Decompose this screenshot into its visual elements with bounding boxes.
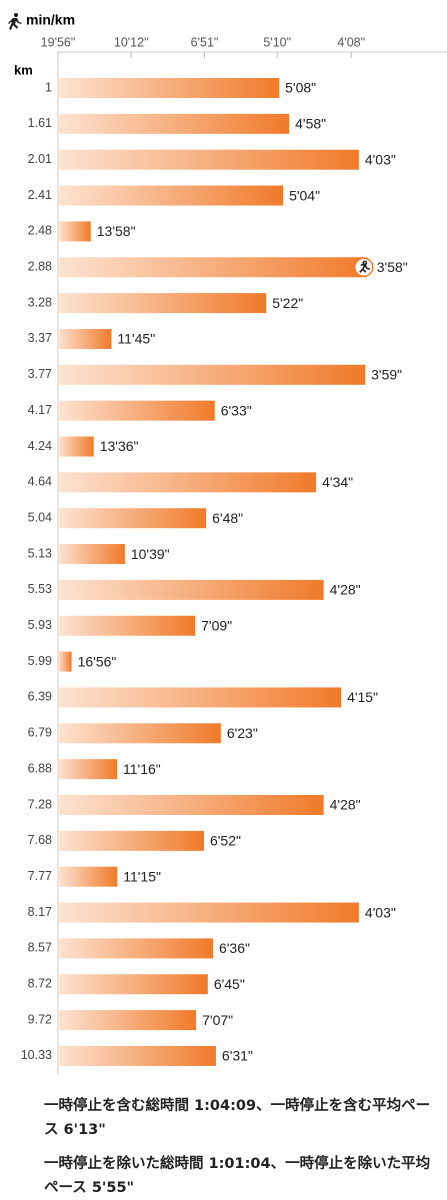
y-tick-label: 2.48 xyxy=(28,224,52,238)
y-tick-label: 3.77 xyxy=(28,367,52,381)
value-label: 4'15" xyxy=(347,689,378,705)
note: 一時停止を除いた総時間 1:01:04、一時停止を除いた平均ペース 5'55" xyxy=(44,1156,431,1196)
y-tick-label: 8.57 xyxy=(28,941,52,955)
value-label: 3'58" xyxy=(377,259,408,275)
value-label: 4'28" xyxy=(330,797,361,813)
y-tick-label: 1.61 xyxy=(28,116,52,130)
y-tick-label: 8.72 xyxy=(28,977,52,991)
bar xyxy=(58,830,204,851)
x-tick-label: 10'12" xyxy=(114,35,149,49)
value-label: 6'48" xyxy=(212,510,243,526)
x-axis-label: min/km xyxy=(26,12,75,28)
y-tick-label: 6.79 xyxy=(28,726,52,740)
bar xyxy=(58,615,196,636)
x-tick-label: 4'08" xyxy=(337,35,365,49)
y-tick-label: 8.17 xyxy=(28,905,52,919)
y-tick-label: 9.72 xyxy=(28,1012,52,1026)
y-tick-label: 2.88 xyxy=(28,260,52,274)
bar xyxy=(58,436,94,457)
value-label: 3'59" xyxy=(371,367,402,383)
bar xyxy=(58,795,324,815)
y-tick-label: 4.64 xyxy=(28,475,52,489)
value-label: 11'16" xyxy=(123,761,161,777)
y-tick-label: 10.33 xyxy=(21,1048,52,1062)
bar xyxy=(58,866,118,887)
value-label: 5'04" xyxy=(289,187,320,203)
y-tick-label: 5.13 xyxy=(28,546,52,560)
value-label: 4'34" xyxy=(322,474,353,490)
fastest-icon xyxy=(359,260,371,273)
y-tick-label: 5.99 xyxy=(28,654,52,668)
y-tick-label: 7.28 xyxy=(28,797,52,811)
value-label: 6'36" xyxy=(219,940,250,956)
bar xyxy=(58,113,290,134)
bar xyxy=(58,1010,197,1031)
chart: min/km km 19'56" 10'12" 6'51" 5'10" 4'08" 1 5'… xyxy=(8,12,447,1075)
value-label: 4'03" xyxy=(365,151,396,167)
note: 一時停止を含む総時間 1:04:09、一時停止を含む平均ペース 6'13" xyxy=(44,1098,431,1138)
y-tick-label: 2.01 xyxy=(28,152,52,166)
value-label: 16'56" xyxy=(78,653,117,669)
bar xyxy=(58,902,359,923)
value-label: 13'36" xyxy=(100,438,139,454)
x-tick-label: 19'56" xyxy=(41,35,76,49)
y-tick-label: 2.41 xyxy=(28,188,52,202)
bar xyxy=(58,759,118,780)
bar xyxy=(58,544,125,565)
pace-icon xyxy=(8,13,22,30)
bar xyxy=(58,149,359,170)
value-label: 5'08" xyxy=(285,80,316,96)
bar xyxy=(58,185,284,206)
bar xyxy=(58,651,72,672)
y-tick-label: 7.77 xyxy=(28,869,52,883)
bar xyxy=(58,328,112,349)
bar xyxy=(58,78,280,98)
y-tick-label: 5.93 xyxy=(28,618,52,632)
bar xyxy=(58,974,208,995)
y-tick-label: 1 xyxy=(45,80,52,94)
y-axis-label: km xyxy=(14,62,33,77)
y-tick-label: 4.24 xyxy=(28,439,52,453)
y-tick-label: 5.04 xyxy=(28,510,52,524)
value-label: 6'33" xyxy=(221,402,252,418)
bar xyxy=(58,508,207,529)
y-tick-label: 4.17 xyxy=(28,403,52,417)
x-tick-label: 6'51" xyxy=(191,35,219,49)
bar xyxy=(58,723,221,744)
value-label: 7'07" xyxy=(202,1012,233,1028)
bar xyxy=(58,1045,216,1066)
bar xyxy=(58,257,367,278)
value-label: 6'45" xyxy=(214,976,245,992)
bar xyxy=(58,579,324,600)
notes: 一時停止を含む総時間 1:04:09、一時停止を含む平均ペース 6'13" 一時… xyxy=(0,1094,447,1200)
y-tick-label: 6.39 xyxy=(28,690,52,704)
value-label: 13'58" xyxy=(97,223,136,239)
value-label: 4'28" xyxy=(330,582,361,598)
y-tick-label: 3.28 xyxy=(28,295,52,309)
value-label: 5'22" xyxy=(272,295,303,311)
y-tick-label: 3.37 xyxy=(28,331,52,345)
x-tick-label: 5'10" xyxy=(263,35,291,49)
y-tick-label: 6.88 xyxy=(28,761,52,775)
value-label: 10'39" xyxy=(131,546,170,562)
bar xyxy=(58,400,215,421)
bar xyxy=(58,293,267,314)
value-label: 7'09" xyxy=(201,617,232,633)
bar xyxy=(58,472,317,493)
bar xyxy=(58,221,91,242)
value-label: 6'23" xyxy=(227,725,258,741)
value-label: 11'45" xyxy=(117,331,155,347)
value-label: 6'52" xyxy=(210,833,241,849)
y-tick-label: 5.53 xyxy=(28,582,52,596)
bar xyxy=(58,938,213,959)
value-label: 4'03" xyxy=(365,904,396,920)
y-tick-label: 7.68 xyxy=(28,833,52,847)
value-label: 6'31" xyxy=(222,1048,253,1064)
bar xyxy=(58,364,366,385)
value-label: 4'58" xyxy=(295,116,326,132)
bar xyxy=(58,687,342,708)
value-label: 11'15" xyxy=(123,868,161,884)
